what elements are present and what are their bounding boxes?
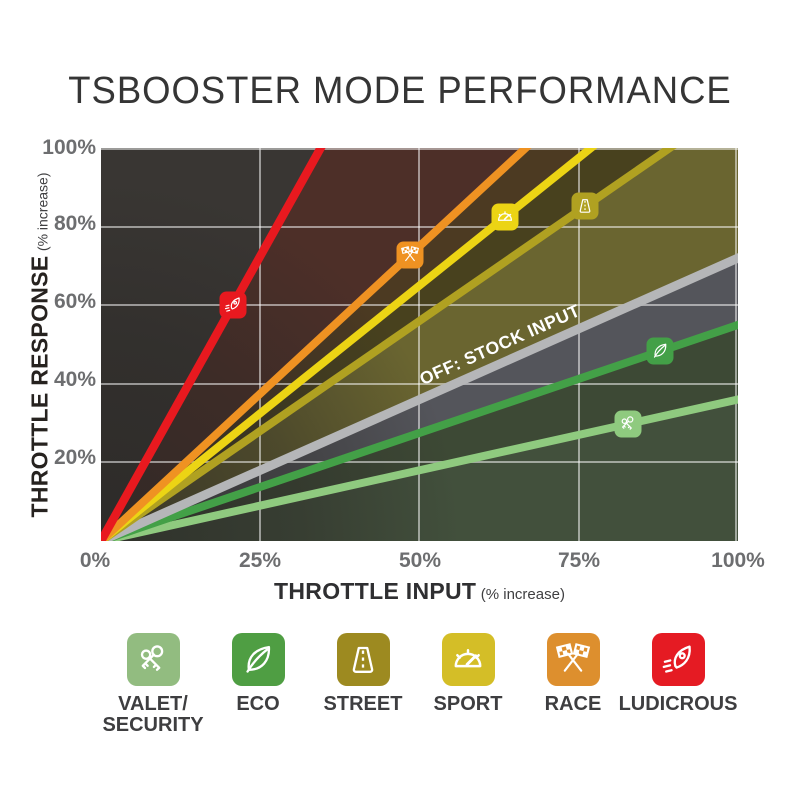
legend-item-ludicrous: LUDICROUS	[619, 633, 737, 736]
y-tick-20: 20%	[53, 446, 96, 469]
y-tick-60: 60%	[53, 290, 96, 313]
x-axis-title: THROTTLE INPUT (% increase)	[274, 578, 565, 604]
x-tick-50: 50%	[398, 549, 442, 572]
legend-item-race: RACE	[523, 633, 623, 736]
x-tick-75: 75%	[557, 549, 601, 572]
legend-item-eco: ECO	[208, 633, 308, 736]
keys-icon	[126, 633, 180, 686]
valet-marker	[614, 410, 642, 438]
x-tick-0: 0%	[79, 549, 111, 572]
rocket-icon	[651, 633, 705, 686]
line-race	[101, 148, 532, 541]
x-tick-100: 100%	[711, 549, 765, 572]
gridline	[259, 148, 261, 541]
gridline	[578, 148, 580, 541]
line-eco	[101, 320, 738, 541]
line-ludicrous	[101, 148, 326, 541]
gauge-icon	[494, 207, 515, 228]
sport-marker	[491, 203, 519, 231]
legend-label: SPORT	[433, 693, 503, 715]
eco-marker	[646, 337, 674, 365]
race-marker	[396, 241, 424, 269]
y-tick-40: 40%	[53, 368, 96, 391]
road-icon	[336, 633, 390, 686]
y-tick-100: 100%	[42, 136, 96, 159]
legend-label: LUDICROUS	[618, 693, 738, 715]
legend-item-sport: SPORT	[418, 633, 518, 736]
y-tick-80: 80%	[53, 212, 96, 235]
line-valet-security	[101, 395, 738, 541]
line-sport	[101, 148, 598, 541]
keys-icon	[617, 413, 638, 434]
leaf-icon	[649, 341, 670, 362]
line-street	[101, 148, 677, 541]
street-marker	[571, 192, 599, 220]
chart-title: TSBOOSTER MODE PERFORMANCE	[68, 70, 732, 112]
legend-item-valet-security: VALET/ SECURITY	[102, 633, 204, 736]
legend-label: VALET/ SECURITY	[102, 693, 204, 736]
legend-label: RACE	[544, 693, 602, 715]
legend-label: ECO	[236, 693, 280, 715]
legend-item-street: STREET	[313, 633, 413, 736]
legend-label: STREET	[323, 693, 403, 715]
line-off-stock	[101, 253, 738, 541]
leaf-icon	[231, 633, 285, 686]
ludicrous-marker	[219, 291, 247, 319]
gridline	[418, 148, 420, 541]
mode-legend: VALET/ SECURITY ECO STREET SPORT	[102, 633, 737, 736]
gridline	[735, 148, 737, 541]
gauge-icon	[441, 633, 495, 686]
road-icon	[575, 196, 596, 217]
plot-area: OFF: STOCK INPUT	[101, 148, 738, 541]
rocket-icon	[222, 295, 243, 316]
x-tick-25: 25%	[238, 549, 282, 572]
mode-lines	[101, 148, 738, 541]
checkered-flags-icon	[399, 245, 420, 266]
checkered-flags-icon	[546, 633, 600, 686]
